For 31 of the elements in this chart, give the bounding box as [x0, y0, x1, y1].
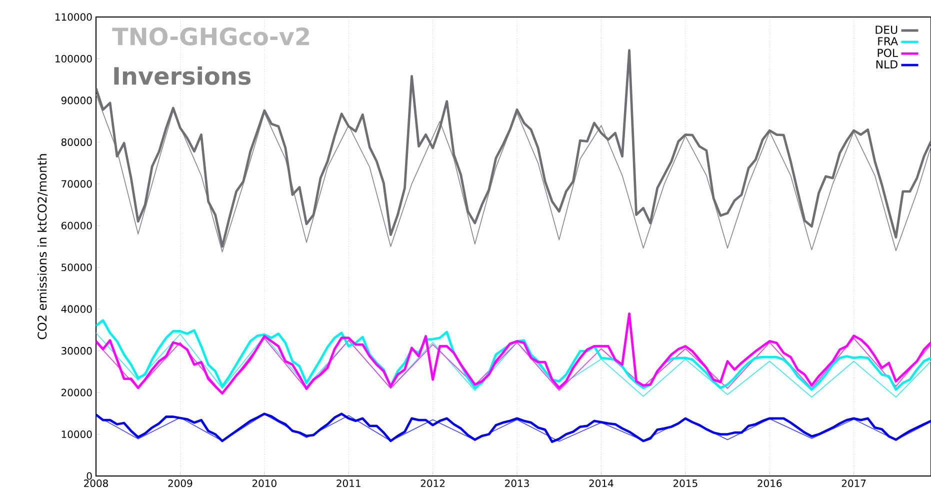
x-tick-label: 2011 [336, 480, 360, 488]
y-tick-label: 10000 [62, 430, 92, 438]
y-axis-title: CO2 emissions in ktCO2/month [37, 154, 48, 340]
x-tick-label: 2013 [505, 480, 529, 488]
x-tick-label: 2012 [420, 480, 444, 488]
x-tick-label: 2016 [758, 480, 782, 488]
legend-label: FRA [878, 37, 898, 46]
y-tick-label: 90000 [61, 96, 92, 104]
x-tick-label: 2010 [252, 480, 276, 488]
x-tick-label: 2015 [673, 480, 698, 488]
line-series [96, 49, 931, 248]
x-tick-label: 2017 [842, 480, 866, 488]
text: Inversions [114, 66, 251, 85]
y-tick-label: 80000 [61, 138, 92, 146]
legend-label: DEU [876, 26, 898, 34]
line-series [96, 94, 931, 252]
y-tick-label: 30000 [62, 347, 92, 355]
y-tick-label: 50000 [62, 264, 92, 272]
x-tick-label: 2009 [168, 480, 192, 488]
y-tick-label: 70000 [62, 180, 92, 188]
legend-label: POL [878, 48, 898, 58]
x-tick-label: 2014 [589, 480, 614, 488]
y-tick-label: 100000 [56, 54, 92, 62]
x-tick-label: 2008 [84, 480, 108, 488]
y-tick-label: 0 [86, 472, 92, 480]
y-tick-label: 60000 [61, 222, 92, 230]
y-tick-label: 20000 [62, 388, 92, 396]
chart-title: TNO-GHGco-v2 [112, 27, 309, 46]
y-tick-label: 110000 [56, 13, 92, 21]
legend-label: NLD [876, 60, 898, 68]
y-tick-label: 40000 [61, 305, 92, 313]
